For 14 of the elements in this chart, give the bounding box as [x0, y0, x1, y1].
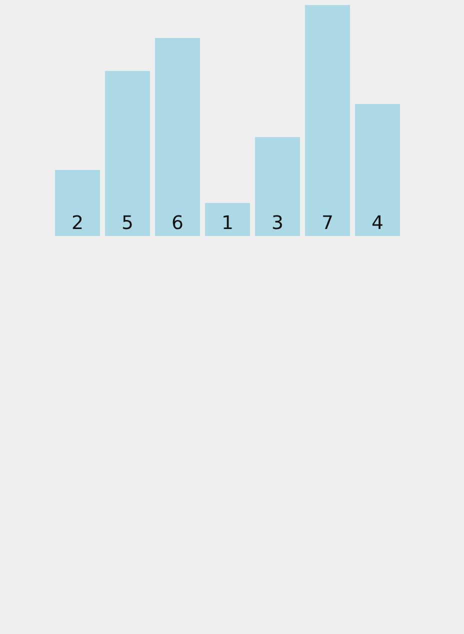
- bar: [355, 104, 400, 236]
- data-label: 5: [122, 215, 132, 230]
- bar: [305, 5, 350, 236]
- bar: [155, 38, 200, 236]
- data-label: 2: [72, 215, 82, 229]
- bar: [105, 71, 150, 236]
- data-label: 7: [323, 215, 332, 229]
- data-label: 6: [172, 215, 182, 230]
- data-label: 4: [372, 215, 382, 229]
- bar: [205, 203, 250, 236]
- data-label: 1: [224, 215, 232, 229]
- bar: [55, 170, 100, 236]
- bar: [255, 137, 300, 236]
- data-label: 3: [272, 215, 282, 230]
